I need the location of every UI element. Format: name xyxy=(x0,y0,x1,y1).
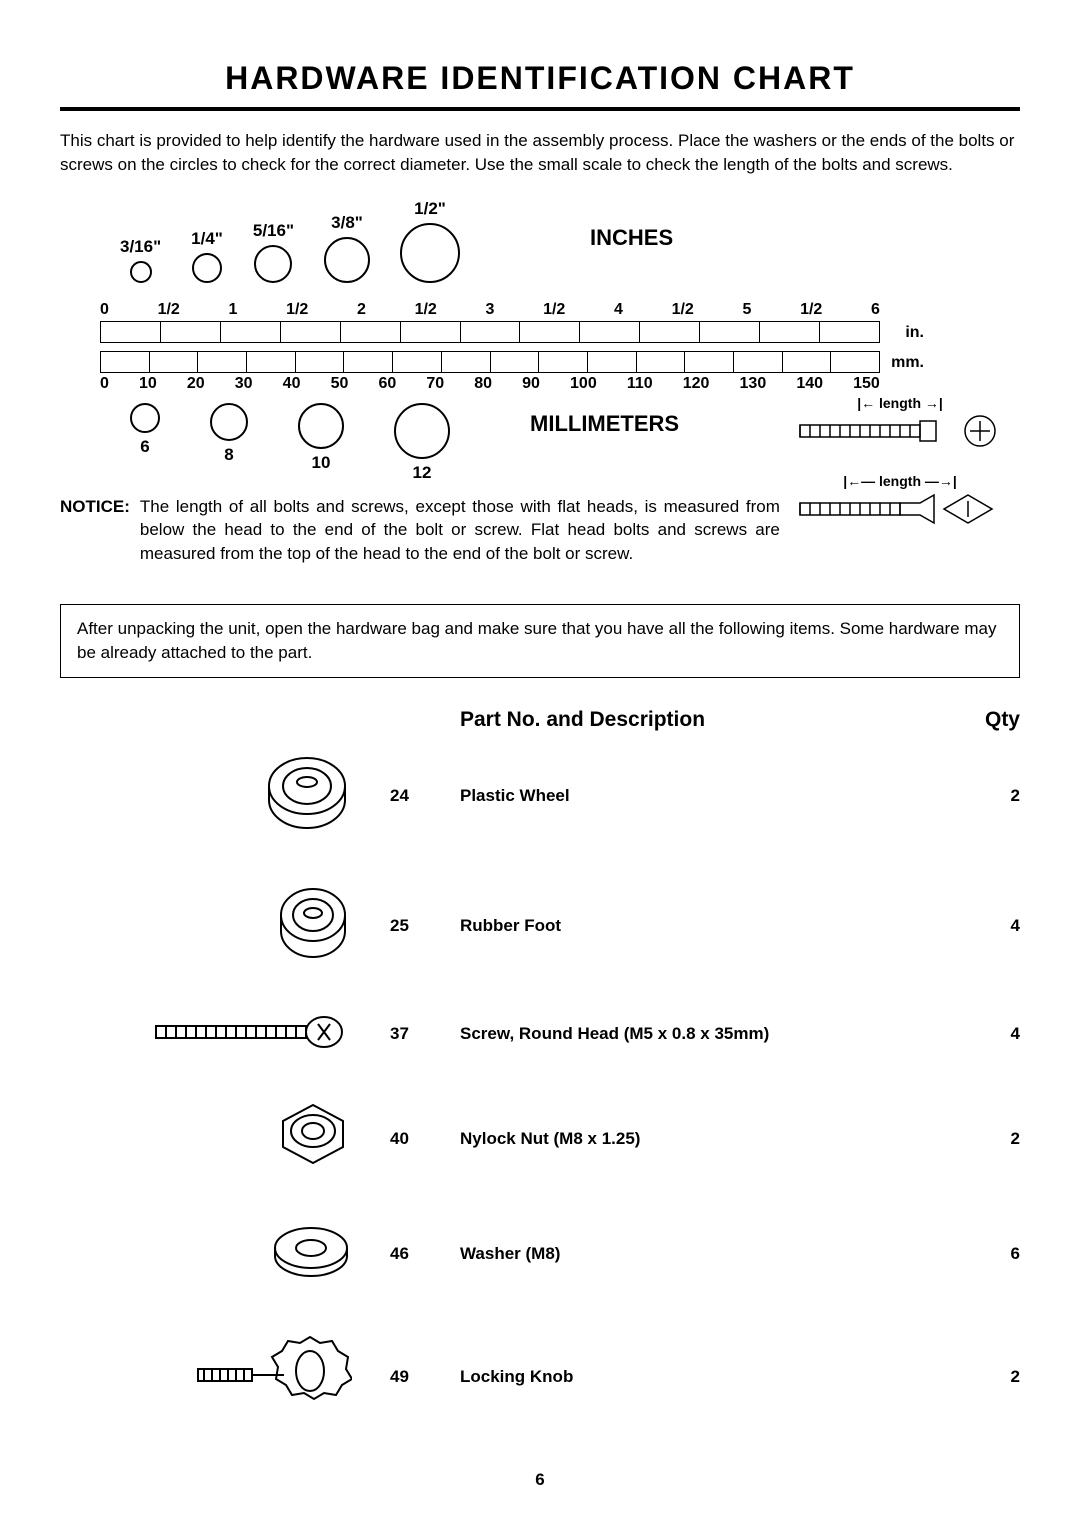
part-description: Washer (M8) xyxy=(460,1244,960,1264)
part-row: 25 Rubber Foot 4 xyxy=(60,885,1020,968)
inch-ruler: 01/211/221/231/241/251/26 in. xyxy=(100,301,880,343)
bolt-length-diagram-flat: |←— length —→| xyxy=(780,473,1020,529)
wheel-icon xyxy=(262,754,352,839)
part-number: 46 xyxy=(390,1244,460,1264)
part-number: 24 xyxy=(390,786,460,806)
unpack-box: After unpacking the unit, open the hardw… xyxy=(60,604,1020,678)
length-label: length xyxy=(879,395,921,411)
header-qty: Qty xyxy=(960,708,1020,732)
mm-heading: MILLIMETERS xyxy=(530,411,679,437)
page-number: 6 xyxy=(60,1470,1020,1490)
length-label-2: length xyxy=(879,473,921,489)
part-description: Nylock Nut (M8 x 1.25) xyxy=(460,1129,960,1149)
bolt-length-diagram-round: |← length →| xyxy=(780,395,1020,451)
inch-circle: 1/4" xyxy=(191,229,223,283)
inch-circle-row: 3/16" 1/4" 5/16" 3/8" 1/2" xyxy=(120,199,1020,283)
intro-text: This chart is provided to help identify … xyxy=(60,129,1020,177)
mm-circle: 6 xyxy=(130,403,160,457)
part-row: 49 Locking Knob 2 xyxy=(60,1331,1020,1424)
part-qty: 6 xyxy=(960,1244,1020,1264)
mm-ruler: mm. 010203040506070809010011012013014015… xyxy=(100,351,880,393)
notice-text: The length of all bolts and screws, exce… xyxy=(140,495,780,566)
mm-circle: 8 xyxy=(210,403,248,465)
inch-circle: 1/2" xyxy=(400,199,460,283)
part-description: Rubber Foot xyxy=(460,916,960,936)
screw-icon xyxy=(152,1014,352,1055)
scales-panel: 3/16" 1/4" 5/16" 3/8" 1/2" INCHES 01/211/221… xyxy=(60,199,1020,576)
page-title: HARDWARE IDENTIFICATION CHART xyxy=(60,60,1020,111)
part-qty: 2 xyxy=(960,1367,1020,1387)
washer-icon xyxy=(270,1224,352,1285)
inches-heading: INCHES xyxy=(590,225,673,251)
part-row: 40 Nylock Nut (M8 x 1.25) 2 xyxy=(60,1101,1020,1178)
part-number: 40 xyxy=(390,1129,460,1149)
part-description: Screw, Round Head (M5 x 0.8 x 35mm) xyxy=(460,1024,960,1044)
part-row: 24 Plastic Wheel 2 xyxy=(60,754,1020,839)
mm-unit-label: mm. xyxy=(891,354,924,372)
knob-icon xyxy=(192,1331,352,1424)
part-row: 46 Washer (M8) 6 xyxy=(60,1224,1020,1285)
part-number: 37 xyxy=(390,1024,460,1044)
part-qty: 4 xyxy=(960,1024,1020,1044)
part-qty: 2 xyxy=(960,1129,1020,1149)
header-description: Part No. and Description xyxy=(460,708,960,732)
mm-circle: 12 xyxy=(394,403,450,483)
part-description: Plastic Wheel xyxy=(460,786,960,806)
part-qty: 4 xyxy=(960,916,1020,936)
part-description: Locking Knob xyxy=(460,1367,960,1387)
nut-icon xyxy=(274,1101,352,1178)
notice-label: NOTICE: xyxy=(60,495,130,566)
parts-list: 24 Plastic Wheel 2 25 Rubber Foot 4 37 S… xyxy=(60,754,1020,1424)
inch-circle: 3/16" xyxy=(120,237,161,283)
foot-icon xyxy=(274,885,352,968)
part-qty: 2 xyxy=(960,786,1020,806)
inch-circle: 5/16" xyxy=(253,221,294,283)
mm-circle: 10 xyxy=(298,403,344,473)
part-row: 37 Screw, Round Head (M5 x 0.8 x 35mm) 4 xyxy=(60,1014,1020,1055)
part-number: 25 xyxy=(390,916,460,936)
inch-circle: 3/8" xyxy=(324,213,370,283)
part-number: 49 xyxy=(390,1367,460,1387)
inch-unit-label: in. xyxy=(905,324,924,342)
parts-table-header: Part No. and Description Qty xyxy=(60,708,1020,732)
